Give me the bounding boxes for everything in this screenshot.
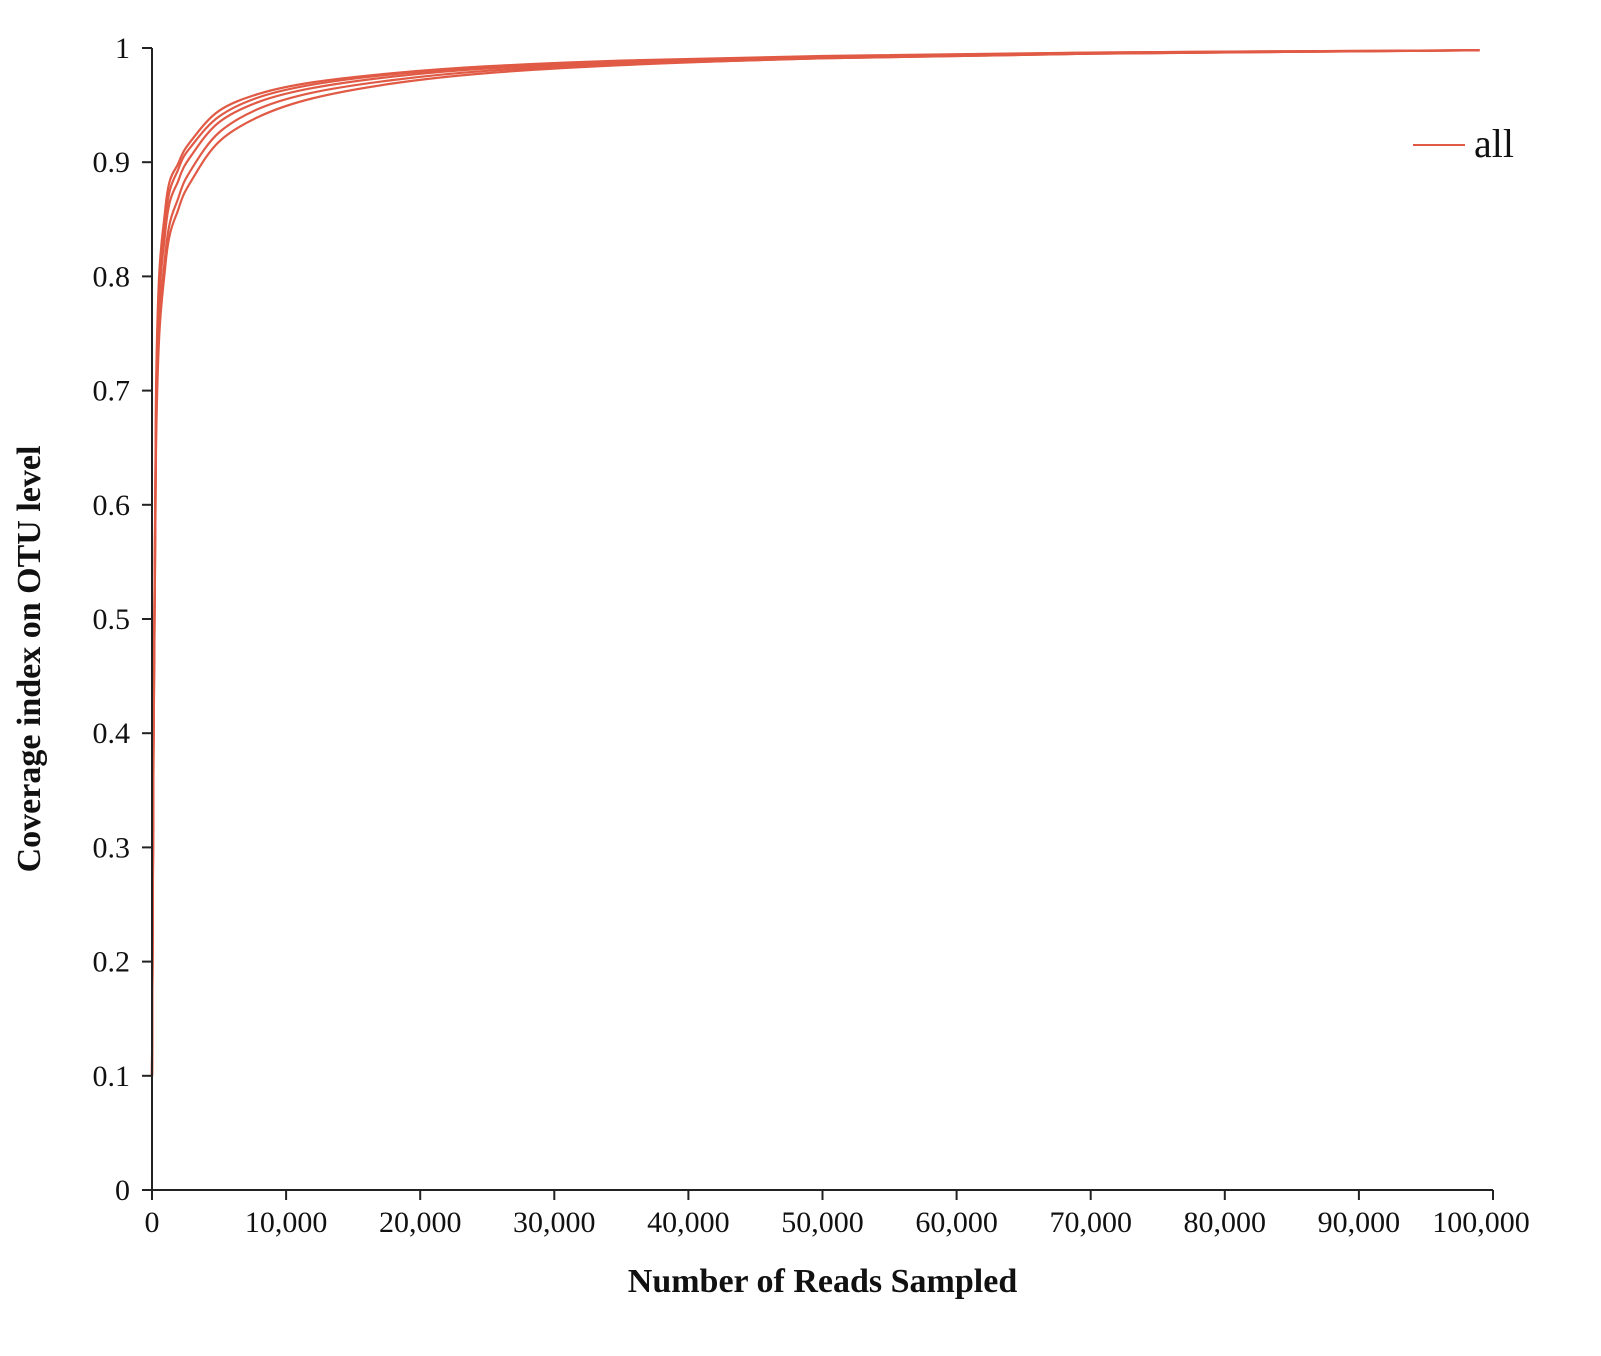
series-line-4 [150,49,1480,1076]
x-tick-label: 0 [145,1206,160,1239]
legend-label-all: all [1474,121,1514,166]
y-tick-label: 0.4 [93,717,131,750]
y-tick-label: 0 [115,1174,130,1207]
series-line-3 [150,49,1480,1076]
y-tick-label: 0.9 [93,146,131,179]
y-tick-label: 1 [115,32,130,65]
axes-layer [151,48,1493,1191]
series-line-1 [150,49,1480,1076]
y-tick-label: 0.6 [93,489,131,522]
y-tick-label: 0.8 [93,260,131,293]
x-axis-ticks: 0 10,000 20,000 30,000 40,000 50,000 60,000 70,… [145,1190,1530,1239]
y-tick-label: 0.2 [93,946,131,979]
x-tick-label: 60,000 [915,1206,998,1239]
y-tick-label: 0.3 [93,831,131,864]
series-line-5 [150,49,1480,1076]
x-tick-label: 100,000 [1432,1206,1530,1239]
x-tick-label: 90,000 [1318,1206,1401,1239]
y-axis-ticks: 0 0.1 0.2 0.3 0.4 0.5 0.6 0.7 0.8 0.9 1 [93,32,152,1207]
x-tick-label: 80,000 [1184,1206,1267,1239]
y-tick-label: 0.5 [93,603,131,636]
x-tick-label: 40,000 [647,1206,730,1239]
series-line-2 [150,49,1480,1076]
y-tick-label: 0.1 [93,1060,131,1093]
x-tick-label: 50,000 [781,1206,864,1239]
x-tick-label: 10,000 [245,1206,328,1239]
x-tick-label: 70,000 [1049,1206,1132,1239]
x-tick-label: 20,000 [379,1206,462,1239]
series-layer [150,49,1480,1076]
legend: all [1413,121,1514,166]
x-tick-label: 30,000 [513,1206,596,1239]
y-tick-label: 0.7 [93,375,131,408]
x-axis-title: Number of Reads Sampled [628,1263,1018,1300]
y-axis-title: Coverage index on OTU level [11,446,48,873]
